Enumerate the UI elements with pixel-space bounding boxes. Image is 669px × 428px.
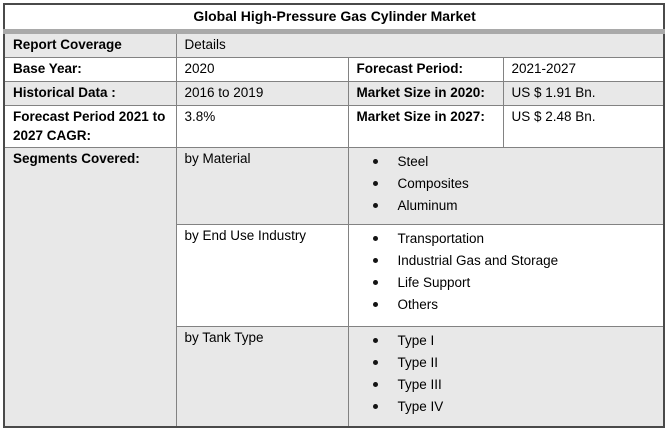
list-item-label: Others (397, 297, 439, 313)
list-item-label: Aluminum (397, 198, 458, 214)
material-bullet-list: Steel Composites Aluminum (357, 151, 657, 217)
bullet-icon (372, 258, 378, 264)
report-coverage-value: Details (175, 31, 665, 58)
base-year-label: Base Year: (3, 56, 177, 82)
bullet-icon (372, 236, 378, 242)
historical-data-label: Historical Data : (3, 80, 177, 106)
bullet-icon (372, 338, 378, 344)
segment-group-tanktype-items: Type I Type II Type III Type IV (347, 326, 665, 428)
cagr-value: 3.8% (175, 104, 349, 149)
list-item-label: Steel (397, 154, 429, 170)
cagr-label: Forecast Period 2021 to 2027 CAGR: (3, 104, 177, 149)
market-size-2020-label: Market Size in 2020: (347, 80, 504, 106)
list-item-label: Type I (397, 333, 435, 349)
market-size-2027-label: Market Size in 2027: (347, 104, 504, 149)
report-coverage-label: Report Coverage (3, 31, 177, 58)
list-item: Steel (372, 151, 657, 173)
forecast-period-value: 2021-2027 (502, 56, 665, 82)
base-year-value: 2020 (175, 56, 349, 82)
list-item-label: Composites (397, 176, 469, 192)
list-item: Aluminum (372, 195, 657, 217)
list-item: Type III (372, 374, 657, 396)
historical-data-row: Historical Data : 2016 to 2019 Market Si… (3, 80, 665, 106)
list-item: Composites (372, 173, 657, 195)
segment-group-enduse-label: by End Use Industry (175, 224, 349, 328)
enduse-bullet-list: Transportation Industrial Gas and Storage… (357, 228, 657, 316)
list-item-label: Type II (397, 355, 439, 371)
list-item: Life Support (372, 272, 657, 294)
market-report-scope-table: Global High-Pressure Gas Cylinder Market… (3, 3, 666, 428)
segments-covered-label: Segments Covered: (3, 147, 177, 428)
report-coverage-row: Report Coverage Details (3, 31, 665, 58)
cagr-row: Forecast Period 2021 to 2027 CAGR: 3.8% … (3, 104, 665, 149)
segment-group-enduse-items: Transportation Industrial Gas and Storage… (347, 224, 665, 328)
bullet-icon (372, 181, 378, 187)
bullet-icon (372, 302, 378, 308)
list-item: Type IV (372, 396, 657, 418)
historical-data-value: 2016 to 2019 (175, 80, 349, 106)
base-year-row: Base Year: 2020 Forecast Period: 2021-20… (3, 56, 665, 82)
segments-material-row: Segments Covered: by Material Steel Compo… (3, 147, 665, 428)
table-title: Global High-Pressure Gas Cylinder Market (3, 3, 665, 34)
bullet-icon (372, 159, 378, 165)
report-scope-table-wrapper: Global High-Pressure Gas Cylinder Market… (3, 3, 666, 428)
list-item: Type I (372, 330, 657, 352)
list-item: Transportation (372, 228, 657, 250)
market-size-2020-value: US $ 1.91 Bn. (502, 80, 665, 106)
bullet-icon (372, 382, 378, 388)
segment-group-material-label: by Material (175, 147, 349, 226)
bullet-icon (372, 280, 378, 286)
bullet-icon (372, 360, 378, 366)
list-item-label: Type III (397, 377, 442, 393)
segments-enduse-row: by End Use Industry Transportation Indust… (4, 224, 665, 328)
segment-group-material-items: Steel Composites Aluminum (347, 147, 665, 226)
bullet-icon (372, 404, 378, 410)
segment-group-tanktype-label: by Tank Type (175, 326, 349, 428)
forecast-period-label: Forecast Period: (347, 56, 504, 82)
list-item-label: Transportation (397, 231, 485, 247)
list-item-label: Industrial Gas and Storage (397, 253, 559, 269)
title-row: Global High-Pressure Gas Cylinder Market (3, 3, 665, 34)
list-item: Type II (372, 352, 657, 374)
list-item: Others (372, 294, 657, 316)
tanktype-bullet-list: Type I Type II Type III Type IV (357, 330, 657, 418)
list-item-label: Life Support (397, 275, 471, 291)
bullet-icon (372, 203, 378, 209)
market-size-2027-value: US $ 2.48 Bn. (502, 104, 665, 149)
list-item: Industrial Gas and Storage (372, 250, 657, 272)
